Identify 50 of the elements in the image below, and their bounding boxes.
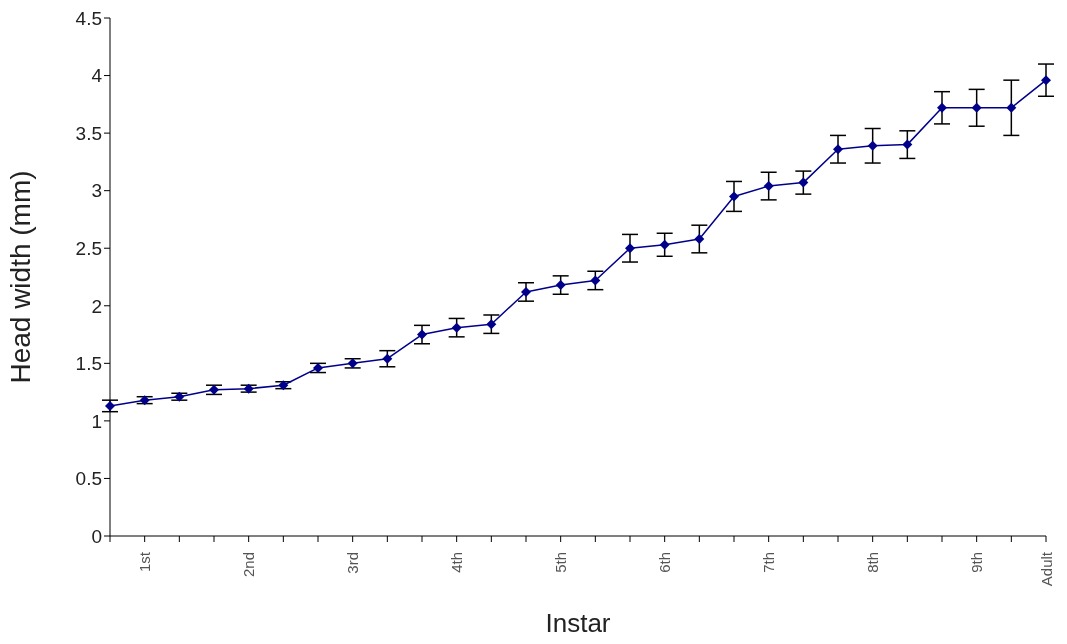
x-tick-label: 4th bbox=[448, 552, 466, 573]
point bbox=[521, 286, 531, 297]
point bbox=[209, 384, 219, 395]
point bbox=[971, 102, 982, 113]
point bbox=[417, 329, 427, 340]
point bbox=[278, 380, 289, 391]
x-tick-label: Adult bbox=[1037, 551, 1055, 587]
y-axis-title: Head width (mm) bbox=[4, 170, 36, 384]
y-tick-label: 1 bbox=[91, 410, 102, 432]
y-tick-label: 1.5 bbox=[75, 353, 102, 375]
point bbox=[555, 280, 566, 291]
point bbox=[937, 102, 947, 113]
point bbox=[729, 191, 739, 202]
point bbox=[902, 139, 913, 150]
y-tick-label: 2 bbox=[91, 295, 102, 317]
point bbox=[105, 400, 115, 411]
point bbox=[625, 243, 635, 254]
point bbox=[451, 322, 462, 333]
point bbox=[867, 140, 878, 151]
x-tick-label: 7th bbox=[760, 552, 778, 573]
point bbox=[486, 319, 497, 330]
point bbox=[139, 395, 150, 406]
point bbox=[313, 362, 323, 373]
x-tick-label: 2nd bbox=[240, 552, 258, 578]
point bbox=[1006, 102, 1017, 113]
x-tick-label: 6th bbox=[656, 552, 674, 573]
point bbox=[382, 353, 393, 364]
point bbox=[694, 234, 705, 245]
point bbox=[798, 177, 809, 188]
point bbox=[1041, 75, 1051, 86]
point bbox=[243, 383, 254, 394]
y-tick-label: 3.5 bbox=[75, 122, 102, 144]
point bbox=[174, 391, 185, 402]
x-tick-label: 5th bbox=[552, 552, 570, 573]
y-tick-label: 0.5 bbox=[75, 468, 102, 490]
y-tick-label: 2.5 bbox=[75, 237, 102, 259]
point bbox=[659, 239, 670, 250]
point bbox=[763, 181, 774, 192]
x-axis-title: Instar bbox=[545, 608, 611, 638]
x-tick-label: 1st bbox=[136, 551, 154, 573]
x-tick-label: 3rd bbox=[344, 552, 362, 574]
y-tick-label: 0 bbox=[91, 525, 102, 547]
y-tick-label: 4.5 bbox=[75, 7, 102, 29]
x-tick-label: 9th bbox=[968, 552, 986, 573]
y-tick-label: 4 bbox=[91, 65, 103, 87]
point bbox=[590, 275, 601, 286]
point bbox=[833, 144, 843, 155]
point bbox=[347, 358, 358, 369]
y-tick-label: 3 bbox=[91, 180, 102, 202]
x-tick-label: 8th bbox=[864, 552, 882, 573]
